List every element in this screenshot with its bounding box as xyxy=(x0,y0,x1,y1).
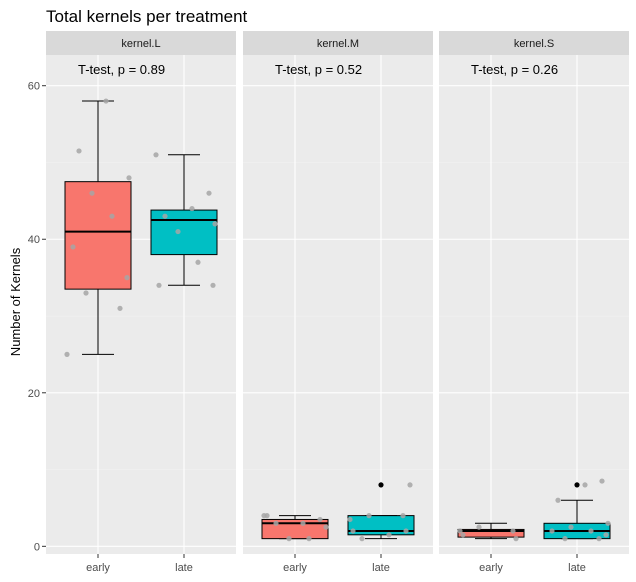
outlier-point xyxy=(574,482,580,488)
facet-panel-kernel-L: kernel.L T-test, p = 0.89 early late xyxy=(46,31,236,574)
data-point xyxy=(317,516,323,523)
strip-background xyxy=(243,31,433,55)
data-point xyxy=(306,536,312,542)
strip-background xyxy=(439,31,629,55)
data-point xyxy=(70,244,76,250)
strip-background xyxy=(46,31,236,55)
panel-background xyxy=(243,55,433,554)
data-point xyxy=(156,282,162,288)
data-point xyxy=(555,497,561,503)
x-tick-label: early xyxy=(283,562,307,574)
data-point xyxy=(386,532,392,538)
data-point xyxy=(510,528,516,534)
data-point xyxy=(513,536,519,542)
data-point xyxy=(582,482,588,488)
outlier-point xyxy=(378,482,384,488)
data-point xyxy=(273,520,279,526)
data-point xyxy=(76,148,82,154)
x-tick-label: early xyxy=(86,562,110,574)
data-point xyxy=(457,528,463,534)
data-point xyxy=(603,532,609,538)
box-early xyxy=(64,181,132,290)
data-point xyxy=(162,213,168,219)
data-point xyxy=(189,205,195,212)
data-point xyxy=(407,482,413,488)
data-point xyxy=(323,524,329,530)
data-point xyxy=(359,536,365,542)
data-point xyxy=(83,290,89,296)
data-point xyxy=(153,152,159,158)
x-tick-label: late xyxy=(372,562,390,574)
data-point xyxy=(403,528,409,534)
strip-label: kernel.L xyxy=(121,38,160,50)
panel-background xyxy=(46,55,236,554)
data-point xyxy=(347,516,353,523)
y-tick-label: 60 xyxy=(28,81,40,93)
data-point xyxy=(588,528,594,534)
x-tick-label: early xyxy=(479,562,503,574)
box-late xyxy=(150,209,218,256)
data-point xyxy=(476,524,482,530)
x-tick-label: late xyxy=(568,562,586,574)
data-point xyxy=(596,536,602,542)
data-point xyxy=(599,478,605,484)
ttest-annotation: T-test, p = 0.52 xyxy=(275,62,362,77)
y-tick-label: 0 xyxy=(34,541,40,553)
data-point xyxy=(400,513,406,519)
data-point xyxy=(549,528,555,534)
strip-label: kernel.S xyxy=(514,38,554,50)
facet-panel-kernel-M: kernel.M T-test, p = 0.52 early late xyxy=(243,31,433,574)
box-early xyxy=(457,528,525,538)
ttest-annotation: T-test, p = 0.26 xyxy=(471,62,558,77)
data-point xyxy=(210,282,216,288)
data-point xyxy=(605,520,611,526)
data-point xyxy=(568,524,574,530)
y-axis-title: Number of Kernels xyxy=(8,247,23,356)
data-point xyxy=(195,259,201,265)
data-point xyxy=(117,305,123,311)
data-point xyxy=(109,213,115,219)
facet-panels: 0 20 40 60 kernel.L T-test, p = 0.89 early late… xyxy=(28,31,629,574)
panel-background xyxy=(439,55,629,554)
strip-label: kernel.M xyxy=(317,38,359,50)
x-tick-label: late xyxy=(175,562,193,574)
data-point xyxy=(286,536,292,542)
data-point xyxy=(126,175,132,181)
data-point xyxy=(175,228,181,235)
data-point xyxy=(300,520,306,526)
facet-panel-kernel-S: kernel.S T-test, p = 0.26 early late xyxy=(439,31,629,574)
data-point xyxy=(103,98,109,104)
data-point xyxy=(366,513,372,519)
y-tick-label: 40 xyxy=(28,234,40,246)
data-point xyxy=(562,536,568,542)
data-point xyxy=(261,513,267,519)
data-point xyxy=(212,221,218,227)
data-point xyxy=(89,190,95,196)
data-point xyxy=(64,351,70,357)
chart-title: Total kernels per treatment xyxy=(46,7,248,26)
ttest-annotation: T-test, p = 0.89 xyxy=(78,62,165,77)
data-point xyxy=(460,532,466,538)
data-point xyxy=(124,275,130,281)
y-tick-label: 20 xyxy=(28,388,40,400)
data-point xyxy=(206,190,212,196)
data-point xyxy=(350,528,356,534)
